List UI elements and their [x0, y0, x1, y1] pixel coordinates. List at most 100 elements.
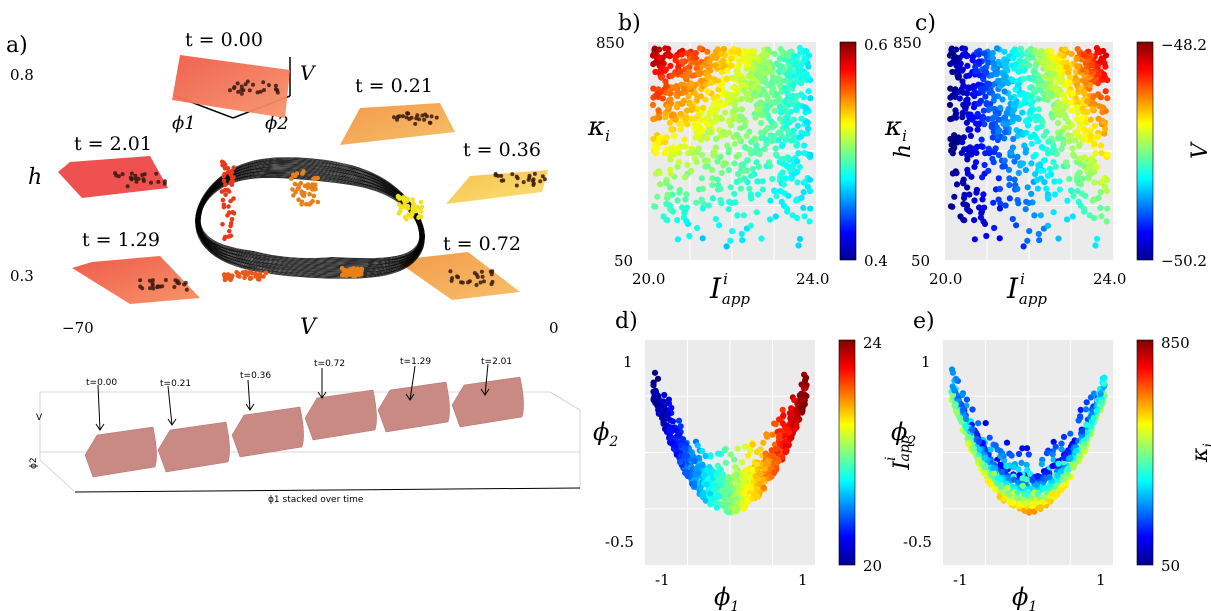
panel-b-point: [684, 161, 691, 169]
panel-d-point: [775, 458, 782, 465]
panel-e-point: [1043, 450, 1050, 457]
cycle-dot: [292, 181, 298, 187]
panel-b-point: [741, 144, 749, 151]
panel-b-point: [674, 197, 681, 204]
panel-e-point: [1078, 428, 1086, 435]
panel-b-point: [759, 178, 766, 185]
panel-e-point: [1058, 487, 1065, 494]
panel-e-point: [959, 391, 966, 399]
panel-b-point: [709, 182, 716, 189]
panel-e-point: [1058, 468, 1065, 475]
panel-c-point: [1058, 78, 1065, 85]
panel-b-point: [751, 48, 758, 55]
panel-b-point: [797, 80, 805, 87]
panel-c-point: [963, 119, 971, 126]
panel-b-point: [710, 94, 718, 101]
panel-c-point: [975, 121, 982, 128]
surface-dot: [397, 114, 402, 119]
panel-c-point: [974, 110, 981, 118]
panel-b-point: [729, 48, 736, 55]
panel-e-point: [1019, 445, 1026, 452]
panel-c-point: [973, 68, 981, 75]
panel-e-point: [1008, 452, 1015, 459]
panel-c-point: [1047, 90, 1055, 97]
surface-dot: [413, 121, 418, 126]
panel-c-point: [1063, 216, 1071, 223]
panel-b-point: [738, 96, 745, 103]
panel-c-point: [1030, 68, 1037, 75]
panel-c-point: [1024, 63, 1031, 70]
panel-d-point: [715, 477, 722, 484]
panel-b-point: [664, 45, 672, 52]
panel-c-point: [1038, 123, 1045, 130]
panel-c-point: [995, 77, 1002, 84]
panel-e-point: [1003, 463, 1010, 470]
panel-b-point: [734, 87, 741, 94]
cycle-dot: [358, 269, 364, 274]
panel-c-point: [1032, 171, 1039, 178]
panel-c-point: [1089, 60, 1096, 67]
panel-b-point: [786, 68, 793, 75]
panel-c-point: [1038, 144, 1045, 151]
surface-dot: [245, 79, 250, 84]
panel-b-colorbar: [839, 41, 857, 261]
panel-c-point: [1002, 65, 1009, 72]
panel-b-point: [677, 110, 684, 118]
surface-t201: [58, 156, 168, 198]
panel-b-point: [727, 237, 734, 244]
panel-b-point: [727, 63, 734, 70]
panel-c-point: [1044, 193, 1051, 200]
panel-c-point: [1093, 235, 1101, 242]
surface-dot: [235, 81, 240, 86]
panel-b-point: [780, 160, 787, 167]
panel-d-point: [733, 507, 740, 514]
surface-dot: [134, 179, 139, 184]
panel-c-point: [970, 146, 977, 154]
panel-e-point: [984, 478, 992, 485]
panel-e-letter: e): [913, 309, 935, 334]
panel-c-point: [1034, 185, 1041, 192]
panel-b-point: [771, 50, 778, 58]
panel-b-point: [692, 134, 699, 141]
panel-b-point: [694, 224, 701, 232]
panel-c-point: [1040, 55, 1048, 63]
panel-c-point: [1037, 167, 1044, 174]
panel-c-point: [1052, 163, 1059, 170]
panel-e-point: [1014, 494, 1021, 501]
panel-c-point: [1045, 150, 1052, 157]
panel-b-point: [693, 159, 700, 166]
panel-b-point: [684, 204, 691, 211]
panel-c-point: [1017, 45, 1024, 53]
panel-c-point: [1009, 48, 1016, 56]
panel-b-point: [682, 113, 690, 120]
panel-b-point: [794, 140, 801, 148]
panel-d-point: [795, 398, 802, 405]
panel-e-point: [1083, 399, 1090, 406]
panel-c-point: [1001, 114, 1008, 121]
cycle-dot: [417, 214, 422, 219]
panel-c-point: [979, 174, 986, 181]
panel-c-point: [1013, 222, 1020, 229]
panel-e-point: [970, 445, 977, 452]
cycle-dot: [261, 274, 266, 279]
panel-b-point: [699, 185, 707, 192]
panel-b-point: [776, 55, 783, 63]
lower-arrowhead: [95, 423, 105, 431]
panel-b-point: [682, 196, 689, 203]
surface-t129: [72, 256, 200, 304]
panel-c-point: [964, 62, 971, 69]
panel-c-point: [1014, 185, 1021, 192]
panel-b-point: [775, 137, 782, 144]
panel-d-point: [728, 497, 735, 504]
panel-d-point: [764, 433, 771, 440]
panel-c-point: [1019, 109, 1026, 116]
panel-d-point: [762, 450, 769, 457]
panel-c-point: [989, 134, 996, 141]
panel-b-point: [652, 150, 659, 157]
panel-c-point: [981, 121, 988, 128]
panel-d-point: [734, 445, 741, 452]
cycle-dot: [396, 194, 402, 200]
panel-b-point: [698, 196, 705, 203]
panel-d-point: [772, 421, 779, 428]
panel-b-point: [775, 74, 782, 81]
